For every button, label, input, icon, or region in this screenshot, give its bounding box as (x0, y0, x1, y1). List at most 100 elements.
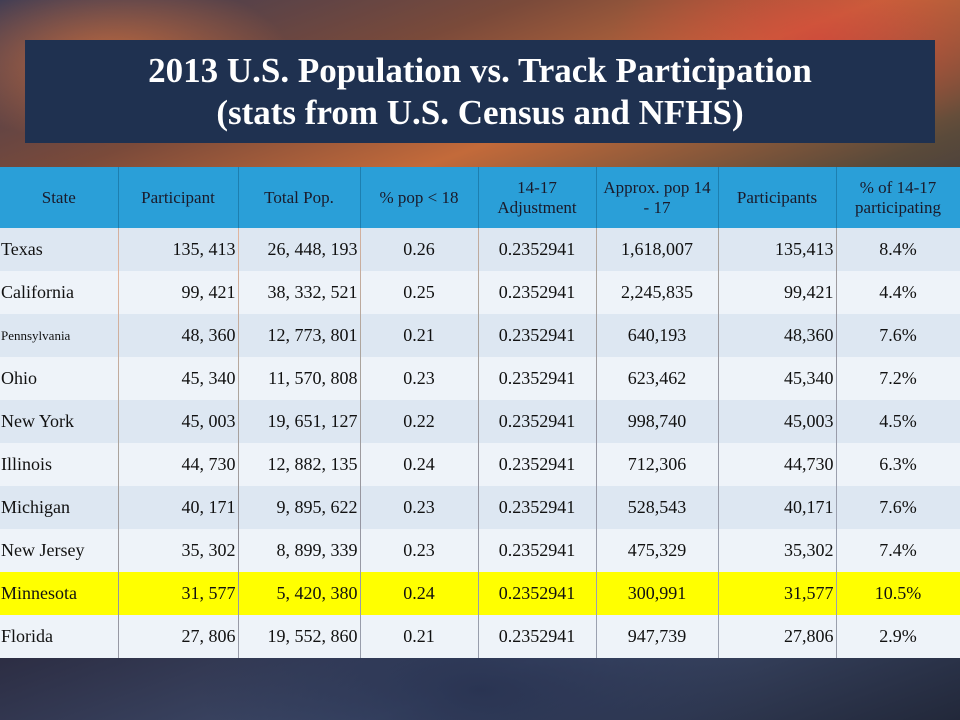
cell-pct-participating: 7.6% (836, 486, 960, 529)
table-row: New York 45, 003 19, 651, 127 0.22 0.235… (0, 400, 960, 443)
cell-approx-pop: 300,991 (596, 572, 719, 615)
header-pct-under-18: % pop < 18 (360, 167, 479, 228)
cell-total-pop: 9, 895, 622 (238, 486, 361, 529)
cell-participants: 45,003 (718, 400, 837, 443)
cell-pct-participating: 4.4% (836, 271, 960, 314)
cell-pct-under-18: 0.24 (360, 572, 479, 615)
table-row: Florida 27, 806 19, 552, 860 0.21 0.2352… (0, 615, 960, 658)
cell-pct-under-18: 0.23 (360, 529, 479, 572)
cell-participants: 48,360 (718, 314, 837, 357)
cell-participants: 99,421 (718, 271, 837, 314)
cell-pct-participating: 4.5% (836, 400, 960, 443)
cell-total-pop: 5, 420, 380 (238, 572, 361, 615)
cell-state: Illinois (0, 443, 119, 486)
cell-total-pop: 12, 882, 135 (238, 443, 361, 486)
cell-adjustment: 0.2352941 (478, 314, 597, 357)
cell-adjustment: 0.2352941 (478, 400, 597, 443)
slide-title-line-2: (stats from U.S. Census and NFHS) (216, 92, 744, 132)
cell-pct-under-18: 0.25 (360, 271, 479, 314)
cell-participant: 45, 003 (118, 400, 239, 443)
cell-participant: 48, 360 (118, 314, 239, 357)
header-participants: Participants (718, 167, 837, 228)
cell-state: Texas (0, 228, 119, 271)
cell-adjustment: 0.2352941 (478, 615, 597, 658)
cell-total-pop: 19, 552, 860 (238, 615, 361, 658)
cell-state: Minnesota (0, 572, 119, 615)
cell-total-pop: 12, 773, 801 (238, 314, 361, 357)
table-header-row: State Participant Total Pop. % pop < 18 … (0, 167, 960, 228)
cell-total-pop: 26, 448, 193 (238, 228, 361, 271)
cell-participant: 27, 806 (118, 615, 239, 658)
cell-participant: 135, 413 (118, 228, 239, 271)
cell-state: Ohio (0, 357, 119, 400)
cell-participant: 40, 171 (118, 486, 239, 529)
cell-adjustment: 0.2352941 (478, 572, 597, 615)
cell-state: New Jersey (0, 529, 119, 572)
header-state: State (0, 167, 119, 228)
slide-title-line-1: 2013 U.S. Population vs. Track Participa… (148, 50, 812, 90)
cell-participants: 44,730 (718, 443, 837, 486)
cell-adjustment: 0.2352941 (478, 357, 597, 400)
cell-pct-participating: 7.6% (836, 314, 960, 357)
cell-state: Pennsylvania (0, 314, 119, 357)
cell-adjustment: 0.2352941 (478, 486, 597, 529)
data-table: State Participant Total Pop. % pop < 18 … (0, 167, 960, 658)
cell-approx-pop: 623,462 (596, 357, 719, 400)
cell-adjustment: 0.2352941 (478, 443, 597, 486)
table-row: Michigan 40, 171 9, 895, 622 0.23 0.2352… (0, 486, 960, 529)
cell-pct-under-18: 0.23 (360, 486, 479, 529)
table-row: New Jersey 35, 302 8, 899, 339 0.23 0.23… (0, 529, 960, 572)
table-row: California 99, 421 38, 332, 521 0.25 0.2… (0, 271, 960, 314)
cell-participants: 40,171 (718, 486, 837, 529)
cell-pct-under-18: 0.23 (360, 357, 479, 400)
cell-pct-participating: 6.3% (836, 443, 960, 486)
slide-title: 2013 U.S. Population vs. Track Participa… (25, 40, 935, 143)
cell-adjustment: 0.2352941 (478, 228, 597, 271)
cell-pct-participating: 7.4% (836, 529, 960, 572)
cell-participants: 27,806 (718, 615, 837, 658)
cell-participant: 45, 340 (118, 357, 239, 400)
table-row: Texas 135, 413 26, 448, 193 0.26 0.23529… (0, 228, 960, 271)
cell-approx-pop: 947,739 (596, 615, 719, 658)
cell-approx-pop: 475,329 (596, 529, 719, 572)
cell-state: California (0, 271, 119, 314)
cell-participants: 135,413 (718, 228, 837, 271)
cell-pct-under-18: 0.21 (360, 615, 479, 658)
cell-participants: 45,340 (718, 357, 837, 400)
cell-participants: 35,302 (718, 529, 837, 572)
cell-state: New York (0, 400, 119, 443)
header-adjustment: 14-17 Adjustment (478, 167, 597, 228)
cell-participant: 44, 730 (118, 443, 239, 486)
header-total-pop: Total Pop. (238, 167, 361, 228)
cell-pct-under-18: 0.21 (360, 314, 479, 357)
cell-participant: 31, 577 (118, 572, 239, 615)
cell-pct-under-18: 0.22 (360, 400, 479, 443)
cell-pct-participating: 7.2% (836, 357, 960, 400)
cell-pct-participating: 10.5% (836, 572, 960, 615)
cell-approx-pop: 528,543 (596, 486, 719, 529)
header-pct-participating: % of 14-17 participating (836, 167, 960, 228)
cell-total-pop: 11, 570, 808 (238, 357, 361, 400)
cell-state: Michigan (0, 486, 119, 529)
cell-adjustment: 0.2352941 (478, 529, 597, 572)
header-approx-pop: Approx. pop 14 - 17 (596, 167, 719, 228)
cell-pct-under-18: 0.26 (360, 228, 479, 271)
cell-pct-participating: 2.9% (836, 615, 960, 658)
cell-participant: 35, 302 (118, 529, 239, 572)
table-row: Illinois 44, 730 12, 882, 135 0.24 0.235… (0, 443, 960, 486)
cell-participants: 31,577 (718, 572, 837, 615)
cell-state: Florida (0, 615, 119, 658)
header-participant: Participant (118, 167, 239, 228)
table-row: Pennsylvania 48, 360 12, 773, 801 0.21 0… (0, 314, 960, 357)
cell-total-pop: 19, 651, 127 (238, 400, 361, 443)
cell-adjustment: 0.2352941 (478, 271, 597, 314)
table-row-highlighted: Minnesota 31, 577 5, 420, 380 0.24 0.235… (0, 572, 960, 615)
cell-pct-participating: 8.4% (836, 228, 960, 271)
cell-pct-under-18: 0.24 (360, 443, 479, 486)
cell-approx-pop: 712,306 (596, 443, 719, 486)
cell-approx-pop: 640,193 (596, 314, 719, 357)
cell-approx-pop: 2,245,835 (596, 271, 719, 314)
cell-participant: 99, 421 (118, 271, 239, 314)
cell-total-pop: 38, 332, 521 (238, 271, 361, 314)
table-row: Ohio 45, 340 11, 570, 808 0.23 0.2352941… (0, 357, 960, 400)
